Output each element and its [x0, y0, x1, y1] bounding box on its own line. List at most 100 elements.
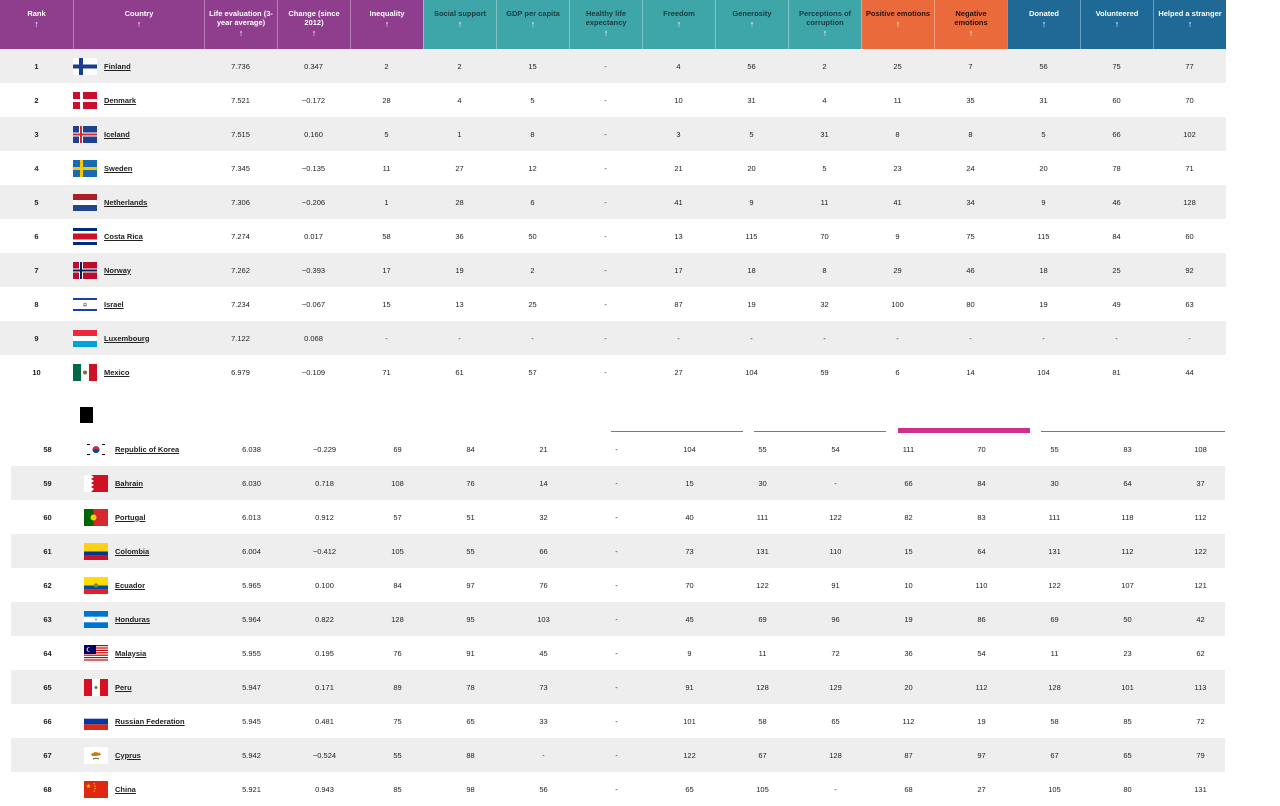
column-header-1[interactable]: Country ↑	[73, 0, 204, 49]
sort-arrow-icon[interactable]: ↑	[895, 19, 901, 29]
sort-arrow-icon[interactable]: ↑	[311, 28, 317, 38]
country-link[interactable]: Peru	[115, 682, 132, 692]
sort-arrow-icon[interactable]: ↑	[1187, 19, 1193, 29]
rank-cell: 2	[34, 95, 39, 105]
gdp-cell: -	[542, 750, 545, 760]
table-row: 5 Netherlands 7.306 −0.206 1 28 6-41 9 11 41 34 9 46…	[0, 185, 1226, 219]
social-cell: 98	[466, 784, 475, 794]
country-link[interactable]: Cyprus	[115, 750, 141, 760]
country-link[interactable]: Portugal	[115, 512, 146, 522]
column-header-5[interactable]: Social support ↑	[423, 0, 496, 49]
sort-arrow-icon[interactable]: ↑	[968, 28, 974, 38]
column-header-label: Helped a stranger	[1158, 9, 1222, 18]
sort-arrow-icon[interactable]: ↑	[822, 28, 828, 38]
help-cell: 128	[1183, 197, 1196, 207]
sort-arrow-icon[interactable]: ↑	[238, 28, 244, 38]
country-link[interactable]: Finland	[104, 61, 131, 71]
don-cell: 9	[1041, 197, 1046, 207]
don-cell: 19	[1039, 299, 1048, 309]
freedom-cell: 73	[685, 546, 694, 556]
column-header-12[interactable]: Negative emotions ↑	[934, 0, 1007, 49]
sort-arrow-icon[interactable]: ↑	[676, 19, 682, 29]
column-header-11[interactable]: Positive emotions ↑	[861, 0, 934, 49]
column-header-6[interactable]: GDP per capita ↑	[496, 0, 569, 49]
country-link[interactable]: Luxembourg	[104, 333, 150, 343]
hle-cell: -	[604, 197, 607, 207]
country-link[interactable]: Republic of Korea	[115, 444, 180, 454]
sort-arrow-icon[interactable]: ↑	[136, 19, 142, 29]
change-cell: 0.912	[315, 512, 334, 522]
ineq-cell: -	[385, 333, 388, 343]
table-row: 62 Ecuador 5.965 0.100 84 97 76 - 70 122 91 10 110 12…	[11, 568, 1225, 602]
help-cell: 44	[1185, 367, 1194, 377]
country-link[interactable]: Netherlands	[104, 197, 148, 207]
flag-israel-icon: ✡	[73, 295, 97, 313]
column-header-9[interactable]: Generosity ↑	[715, 0, 788, 49]
sort-arrow-icon[interactable]: ↑	[34, 19, 39, 29]
hle-cell: -	[615, 682, 618, 692]
sort-arrow-icon[interactable]: ↑	[749, 19, 755, 29]
hle-cell: -	[615, 614, 618, 624]
life-cell: 6.038	[242, 444, 261, 454]
flag-costarica-icon	[73, 227, 97, 245]
freedom-cell: 91	[685, 682, 694, 692]
freedom-cell: 70	[685, 580, 694, 590]
life-cell: 6.979	[231, 367, 250, 377]
column-header-0[interactable]: Rank ↑	[0, 0, 73, 49]
column-header-15[interactable]: Helped a stranger ↑	[1153, 0, 1226, 49]
country-link[interactable]: Iceland	[104, 129, 130, 139]
table-row: 9 Luxembourg 7.122 0.068 - - - - - - - - - - - -	[0, 321, 1226, 355]
country-link[interactable]: Costa Rica	[104, 231, 143, 241]
gdp-cell: 25	[528, 299, 537, 309]
sort-arrow-icon[interactable]: ↑	[603, 28, 609, 38]
sort-arrow-icon[interactable]: ↑	[384, 19, 390, 29]
column-header-13[interactable]: Donated ↑	[1007, 0, 1080, 49]
column-header-8[interactable]: Freedom ↑	[642, 0, 715, 49]
change-cell: 0.481	[315, 716, 334, 726]
flag-iceland-icon	[73, 125, 97, 143]
sort-arrow-icon[interactable]: ↑	[530, 19, 536, 29]
table-row: 66 Russian Federation 5.945 0.481 75 65 33 - 101…	[11, 704, 1225, 738]
gen-cell: 20	[747, 163, 756, 173]
column-header-3[interactable]: Change (since 2012) ↑	[277, 0, 350, 49]
social-cell: 91	[466, 648, 475, 658]
country-cell: Costa Rica	[73, 227, 204, 245]
column-header-7[interactable]: Healthy life expectancy ↑	[569, 0, 642, 49]
country-link[interactable]: Denmark	[104, 95, 137, 105]
neg-cell: 97	[977, 750, 986, 760]
freedom-cell: 101	[683, 716, 696, 726]
ineq-cell: 85	[393, 784, 402, 794]
flag-luxembourg-icon	[73, 329, 97, 347]
country-link[interactable]: Mexico	[104, 367, 130, 377]
sort-arrow-icon[interactable]: ↑	[1041, 19, 1047, 29]
column-header-14[interactable]: Volunteered ↑	[1080, 0, 1153, 49]
country-cell: Ecuador	[84, 576, 215, 594]
change-cell: 0.943	[315, 784, 334, 794]
country-link[interactable]: China	[115, 784, 136, 794]
flag-mexico-icon	[73, 363, 97, 381]
country-link[interactable]: Bahrain	[115, 478, 143, 488]
country-link[interactable]: Sweden	[104, 163, 133, 173]
country-link[interactable]: Norway	[104, 265, 132, 275]
country-link[interactable]: Malaysia	[115, 648, 147, 658]
column-header-10[interactable]: Perceptions of corruption ↑	[788, 0, 861, 49]
rank-cell: 66	[43, 716, 52, 726]
hle-cell: -	[604, 299, 607, 309]
country-link[interactable]: Israel	[104, 299, 124, 309]
change-cell: −0.393	[301, 265, 326, 275]
column-header-4[interactable]: Inequality ↑	[350, 0, 423, 49]
sort-arrow-icon[interactable]: ↑	[457, 19, 463, 29]
column-header-2[interactable]: Life evaluation (3-year average) ↑	[204, 0, 277, 49]
country-link[interactable]: Colombia	[115, 546, 150, 556]
pos-cell: -	[896, 333, 899, 343]
pos-cell: 36	[904, 648, 913, 658]
country-link[interactable]: Russian Federation	[115, 716, 185, 726]
ineq-cell: 55	[393, 750, 402, 760]
vol-cell: 101	[1121, 682, 1134, 692]
sort-arrow-icon[interactable]: ↑	[1114, 19, 1120, 29]
change-cell: 0.718	[315, 478, 334, 488]
country-link[interactable]: Ecuador	[115, 580, 146, 590]
country-link[interactable]: Honduras	[115, 614, 151, 624]
rank-cell: 5	[34, 197, 39, 207]
corr-cell: 70	[820, 231, 829, 241]
